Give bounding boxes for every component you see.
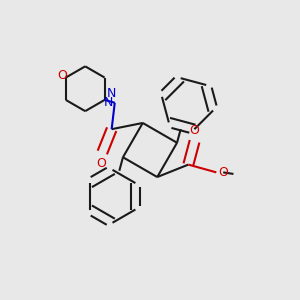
Text: O: O	[96, 157, 106, 170]
Text: O: O	[190, 124, 200, 136]
Text: N: N	[104, 96, 113, 109]
Text: O: O	[218, 166, 228, 179]
Text: N: N	[107, 87, 116, 100]
Text: O: O	[57, 70, 67, 83]
